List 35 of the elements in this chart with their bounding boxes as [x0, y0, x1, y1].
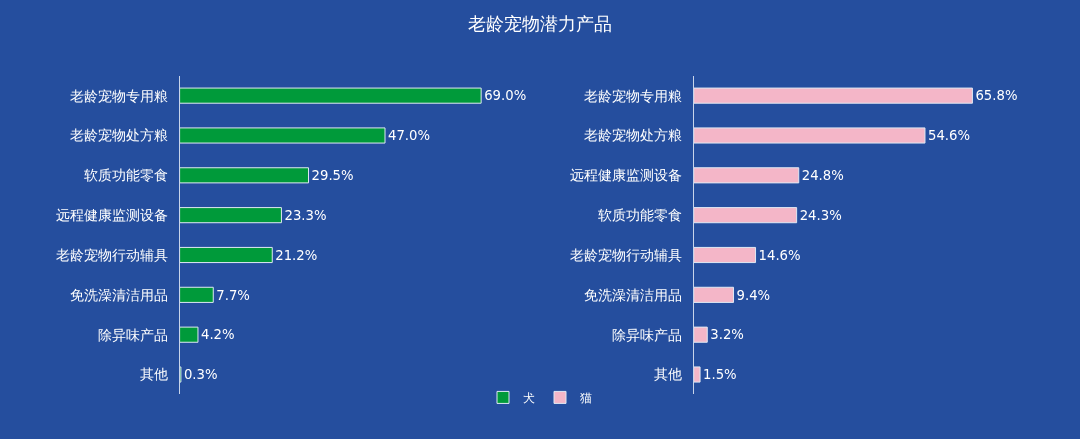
legend-label: 犬 [523, 391, 535, 406]
y-tick-label: 老龄宠物行动辅具 [569, 246, 682, 263]
data-label: 14.6% [758, 247, 801, 263]
data-label: 24.3% [799, 207, 842, 223]
data-label: 54.6% [927, 128, 971, 144]
data-label: 65.8% [975, 88, 1018, 104]
legend-label: 猫 [580, 391, 592, 406]
data-label: 47.0% [388, 128, 431, 144]
data-label: 24.8% [801, 168, 844, 184]
data-label: 1.5% [703, 367, 737, 383]
y-tick-label: 软质功能零食 [597, 207, 682, 224]
data-label: 9.4% [736, 287, 771, 303]
y-tick-label: 除异味产品 [97, 326, 168, 343]
data-label: 0.3% [183, 367, 218, 383]
y-tick-label: 老龄宠物行动辅具 [55, 246, 168, 263]
data-label: 29.5% [311, 168, 354, 184]
y-tick-label: 老龄宠物处方粮 [583, 127, 682, 144]
data-label: 23.3% [284, 207, 327, 223]
y-tick-label: 软质功能零食 [83, 167, 168, 184]
data-label: 21.2% [275, 247, 318, 263]
y-tick-label: 免洗澡清洁用品 [583, 286, 682, 303]
y-tick-label: 老龄宠物处方粮 [69, 127, 168, 144]
data-label: 3.2% [710, 327, 744, 343]
text: 老龄宠物潜力产品 [468, 13, 612, 35]
y-tick-label: 免洗澡清洁用品 [69, 286, 168, 303]
y-tick-label: 其他 [653, 366, 682, 383]
data-label: 7.7% [216, 287, 250, 303]
y-tick-label: 远程健康监测设备 [569, 167, 682, 184]
y-tick-label: 除异味产品 [611, 326, 682, 343]
data-label: 69.0% [484, 88, 527, 104]
y-tick-label: 老龄宠物专用粮 [583, 87, 682, 104]
y-tick-label: 远程健康监测设备 [55, 207, 168, 224]
data-label: 4.2% [200, 327, 235, 343]
y-tick-label: 其他 [139, 366, 168, 383]
y-tick-label: 老龄宠物专用粮 [69, 87, 168, 104]
